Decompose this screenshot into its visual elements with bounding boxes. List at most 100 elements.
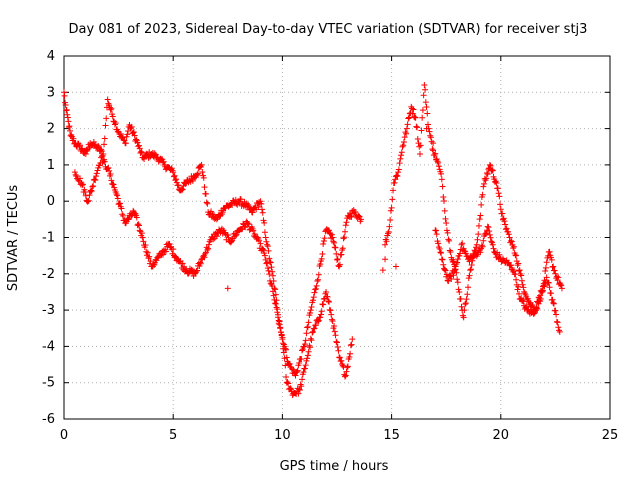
data-point xyxy=(423,125,430,132)
data-point xyxy=(292,372,299,379)
data-point-fill xyxy=(119,212,126,219)
data-point-fill xyxy=(433,231,440,238)
data-point-fill xyxy=(302,337,309,344)
data-point-fill xyxy=(95,142,102,149)
data-point-fill xyxy=(267,259,274,266)
data-point-fill xyxy=(510,243,517,250)
data-point-fill xyxy=(128,123,135,130)
data-point-fill xyxy=(451,268,458,275)
data-point-fill xyxy=(438,250,445,257)
data-point-fill xyxy=(233,231,240,238)
data-point-fill xyxy=(88,187,95,194)
data-point-fill xyxy=(293,368,300,375)
data-point-fill xyxy=(387,217,394,224)
data-point-fill xyxy=(272,300,279,307)
data-point xyxy=(456,288,463,295)
data-point-fill xyxy=(520,298,527,305)
data-point-fill xyxy=(492,250,499,257)
data-point xyxy=(550,299,557,306)
data-point-fill xyxy=(295,390,302,397)
data-point-fill xyxy=(334,343,341,350)
data-point-fill xyxy=(266,271,273,278)
data-point-fill xyxy=(117,200,124,207)
data-point-fill xyxy=(162,248,169,255)
data-point-fill xyxy=(143,248,150,255)
data-point xyxy=(104,96,111,103)
data-point-fill xyxy=(199,168,206,175)
data-point-fill xyxy=(348,341,355,348)
data-point-fill xyxy=(194,170,201,177)
data-point-fill xyxy=(285,380,292,387)
data-point-fill xyxy=(232,232,239,239)
data-point-fill xyxy=(403,130,410,137)
data-point xyxy=(510,267,517,274)
data-point-fill xyxy=(213,233,220,240)
data-point-fill xyxy=(144,249,151,256)
data-point-fill xyxy=(521,288,528,295)
data-point-fill xyxy=(555,274,562,281)
data-point-fill xyxy=(551,267,558,274)
data-point xyxy=(198,161,205,168)
data-point-fill xyxy=(64,114,71,121)
data-point-fill xyxy=(347,342,354,349)
data-point-fill xyxy=(94,167,101,174)
data-point xyxy=(309,328,316,335)
data-point-fill xyxy=(93,173,100,180)
data-point-fill xyxy=(423,104,430,111)
data-point-fill xyxy=(135,142,142,149)
data-point-fill xyxy=(281,355,288,362)
data-point-fill xyxy=(304,355,311,362)
data-point-fill xyxy=(257,240,264,247)
data-point-fill xyxy=(450,272,457,279)
data-point-fill xyxy=(130,129,137,136)
data-point-fill xyxy=(171,172,178,179)
data-point-fill xyxy=(325,227,332,234)
data-point-fill xyxy=(79,181,86,188)
data-point-fill xyxy=(118,205,125,212)
data-point xyxy=(349,336,356,343)
data-point-fill xyxy=(483,169,490,176)
data-point-fill xyxy=(286,360,293,367)
y-tick-label: -4 xyxy=(42,339,55,354)
y-tick-label: -5 xyxy=(42,376,55,391)
data-point-fill xyxy=(262,256,269,263)
data-point-fill xyxy=(328,235,335,242)
data-point-fill xyxy=(93,170,100,177)
data-point-fill xyxy=(463,296,470,303)
data-point xyxy=(537,292,544,299)
data-point-fill xyxy=(307,335,314,342)
data-point-fill xyxy=(135,222,142,229)
x-tick-label: 0 xyxy=(60,428,68,443)
data-point xyxy=(139,234,146,241)
data-point-fill xyxy=(439,256,446,263)
data-point-fill xyxy=(339,362,346,369)
data-point-fill xyxy=(540,282,547,289)
data-point-fill xyxy=(398,152,405,159)
data-point-fill xyxy=(510,245,517,252)
data-point-fill xyxy=(393,172,400,179)
data-point-fill xyxy=(435,159,442,166)
data-point-fill xyxy=(331,322,338,329)
data-point-fill xyxy=(478,201,485,208)
data-point xyxy=(213,216,220,223)
data-point-fill xyxy=(540,287,547,294)
data-point-fill xyxy=(541,283,548,290)
data-point-fill xyxy=(112,120,119,127)
y-tick-label: -3 xyxy=(42,303,55,318)
data-point-fill xyxy=(435,163,442,170)
data-point-fill xyxy=(489,241,496,248)
data-point-fill xyxy=(332,332,339,339)
data-point-fill xyxy=(442,267,449,274)
data-point-fill xyxy=(325,298,332,305)
data-point-fill xyxy=(507,237,514,244)
data-point-fill xyxy=(251,230,258,237)
data-point-fill xyxy=(130,128,137,135)
data-point-fill xyxy=(545,279,552,286)
data-point-fill xyxy=(516,268,522,275)
data-point-fill xyxy=(486,228,493,235)
data-point-fill xyxy=(553,273,560,280)
data-point xyxy=(65,118,72,125)
data-point-fill xyxy=(442,215,449,222)
data-point-fill xyxy=(102,122,109,129)
data-point-fill xyxy=(327,230,334,237)
